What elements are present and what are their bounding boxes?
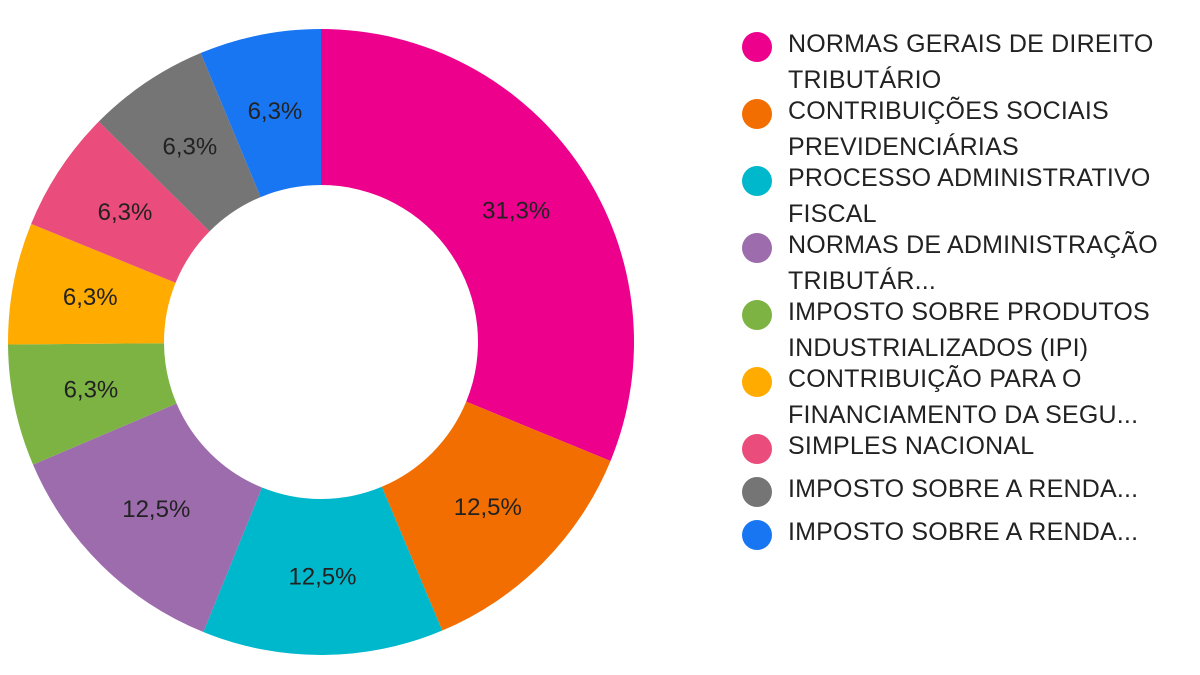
slice-data-label: 6,3%	[64, 376, 119, 403]
donut-slice[interactable]	[98, 53, 261, 232]
donut-slice[interactable]	[33, 403, 262, 633]
donut-slice[interactable]	[381, 401, 611, 631]
legend-label: IMPOSTO SOBRE PRODUTOS INDUSTRIALIZADOS …	[788, 298, 1150, 361]
legend-label: NORMAS DE ADMINISTRAÇÃO TRIBUTÁR...	[788, 231, 1158, 294]
legend-swatch	[742, 166, 772, 196]
legend-item[interactable]: NORMAS DE ADMINISTRAÇÃO TRIBUTÁR...	[742, 227, 1182, 294]
legend-label: CONTRIBUIÇÃO PARA O FINANCIAMENTO DA SEG…	[788, 365, 1139, 428]
donut-slice[interactable]	[8, 343, 177, 465]
legend-swatch	[742, 434, 772, 464]
legend-swatch	[742, 477, 772, 507]
donut-plot: 31,3% 12,5% 12,5% 12,5% 6,3% 6,3% 6,3% 6,3% 6,3%	[8, 28, 635, 655]
legend-item[interactable]: CONTRIBUIÇÕES SOCIAIS PREVIDENCIÁRIAS	[742, 93, 1182, 160]
legend-item[interactable]: PROCESSO ADMINISTRATIVO FISCAL	[742, 160, 1182, 227]
slice-data-label: 6,3%	[63, 284, 118, 311]
legend-item[interactable]: IMPOSTO SOBRE A RENDA...	[742, 514, 1182, 557]
legend-swatch	[742, 99, 772, 129]
donut-slice[interactable]	[203, 486, 443, 655]
donut-slice[interactable]	[31, 121, 210, 283]
legend-label: CONTRIBUIÇÕES SOCIAIS PREVIDENCIÁRIAS	[788, 97, 1109, 160]
legend-swatch	[742, 300, 772, 330]
slice-data-label: 6,3%	[163, 133, 218, 160]
legend-label: NORMAS GERAIS DE DIREITO TRIBUTÁRIO	[788, 30, 1154, 93]
legend-label: IMPOSTO SOBRE A RENDA...	[788, 475, 1139, 503]
legend-swatch	[742, 233, 772, 263]
legend-item[interactable]: SIMPLES NACIONAL	[742, 428, 1182, 471]
legend-item[interactable]: IMPOSTO SOBRE A RENDA...	[742, 471, 1182, 514]
legend-item[interactable]: CONTRIBUIÇÃO PARA O FINANCIAMENTO DA SEG…	[742, 361, 1182, 428]
legend-swatch	[742, 32, 772, 62]
donut-slice[interactable]	[321, 29, 635, 461]
slice-data-label: 12,5%	[288, 563, 356, 590]
legend: NORMAS GERAIS DE DIREITO TRIBUTÁRIO CONTR…	[742, 26, 1182, 557]
legend-item[interactable]: NORMAS GERAIS DE DIREITO TRIBUTÁRIO	[742, 26, 1182, 93]
legend-item[interactable]: IMPOSTO SOBRE PRODUTOS INDUSTRIALIZADOS …	[742, 294, 1182, 361]
slice-data-label: 12,5%	[122, 496, 190, 523]
slice-data-label: 6,3%	[98, 199, 153, 226]
legend-label: IMPOSTO SOBRE A RENDA...	[788, 518, 1139, 546]
legend-label: SIMPLES NACIONAL	[788, 432, 1035, 460]
legend-swatch	[742, 520, 772, 550]
donut-slice[interactable]	[8, 223, 176, 345]
slice-data-label: 31,3%	[482, 198, 550, 225]
legend-label: PROCESSO ADMINISTRATIVO FISCAL	[788, 164, 1151, 227]
slice-data-label: 12,5%	[454, 494, 522, 521]
donut-slice[interactable]	[200, 28, 321, 198]
slice-data-label: 6,3%	[248, 98, 303, 125]
legend-swatch	[742, 367, 772, 397]
